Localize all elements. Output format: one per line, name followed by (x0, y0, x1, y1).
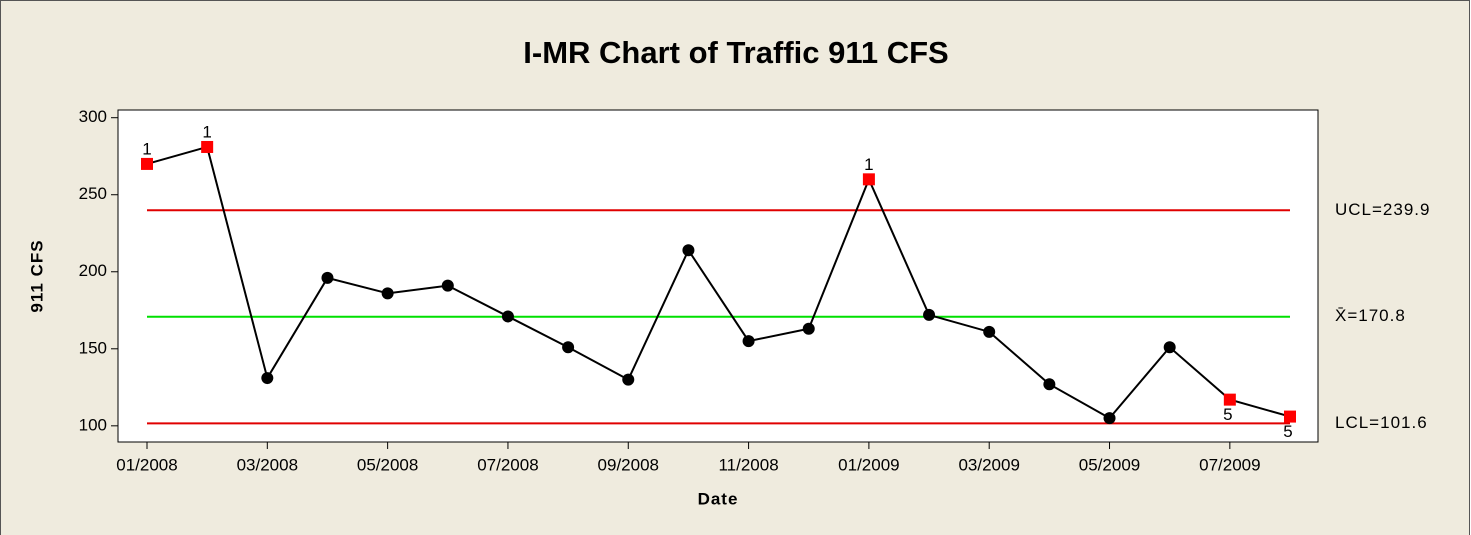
point-label: 1 (202, 122, 211, 141)
control-line-label: LCL=101.6 (1335, 413, 1428, 432)
point (1103, 412, 1116, 425)
point (622, 373, 635, 386)
y-tick-label: 300 (79, 107, 107, 126)
point-label: 5 (1283, 422, 1292, 441)
x-tick-label: 01/2008 (116, 455, 177, 474)
x-tick-label: 05/2009 (1079, 455, 1140, 474)
x-tick-label: 01/2009 (838, 455, 899, 474)
flagged-point (201, 140, 214, 153)
flagged-point (1284, 410, 1296, 423)
chart-title: I-MR Chart of Traffic 911 CFS (523, 35, 948, 70)
point (321, 271, 334, 284)
point (923, 308, 936, 321)
x-tick-label: 07/2008 (477, 455, 538, 474)
x-tick-label: 09/2008 (598, 455, 659, 474)
flagged-point (141, 157, 153, 170)
point (441, 279, 454, 292)
x-tick-label: 03/2009 (958, 455, 1019, 474)
point (562, 341, 575, 354)
data-line (146, 145, 1291, 420)
x-tick-label: 07/2009 (1199, 455, 1260, 474)
x-tick-label: 11/2008 (718, 455, 778, 474)
point (501, 310, 514, 323)
point (1163, 341, 1176, 354)
flagged-point (862, 173, 875, 186)
x-tick-label: 05/2008 (357, 455, 418, 474)
y-tick-label: 200 (79, 261, 107, 280)
control-line-label: UCL=239.9 (1335, 200, 1430, 219)
x-tick-label: 03/2008 (237, 455, 298, 474)
y-axis-label: 911 CFS (27, 239, 46, 312)
point (381, 287, 394, 300)
y-tick-label: 150 (79, 338, 107, 357)
y-tick-label: 100 (79, 415, 107, 434)
point (1043, 378, 1056, 391)
point (261, 372, 274, 385)
point (742, 335, 755, 348)
point (682, 244, 695, 257)
flagged-point (1223, 393, 1236, 406)
point (802, 322, 815, 335)
point-label: 5 (1223, 405, 1232, 424)
control-line-label: X̄=170.8 (1335, 306, 1406, 325)
point-label: 1 (142, 139, 151, 158)
x-axis-label: Date (698, 489, 739, 508)
plot-area (117, 109, 1319, 443)
point-label: 1 (864, 155, 873, 174)
y-tick-label: 250 (79, 184, 107, 203)
point (983, 325, 996, 338)
